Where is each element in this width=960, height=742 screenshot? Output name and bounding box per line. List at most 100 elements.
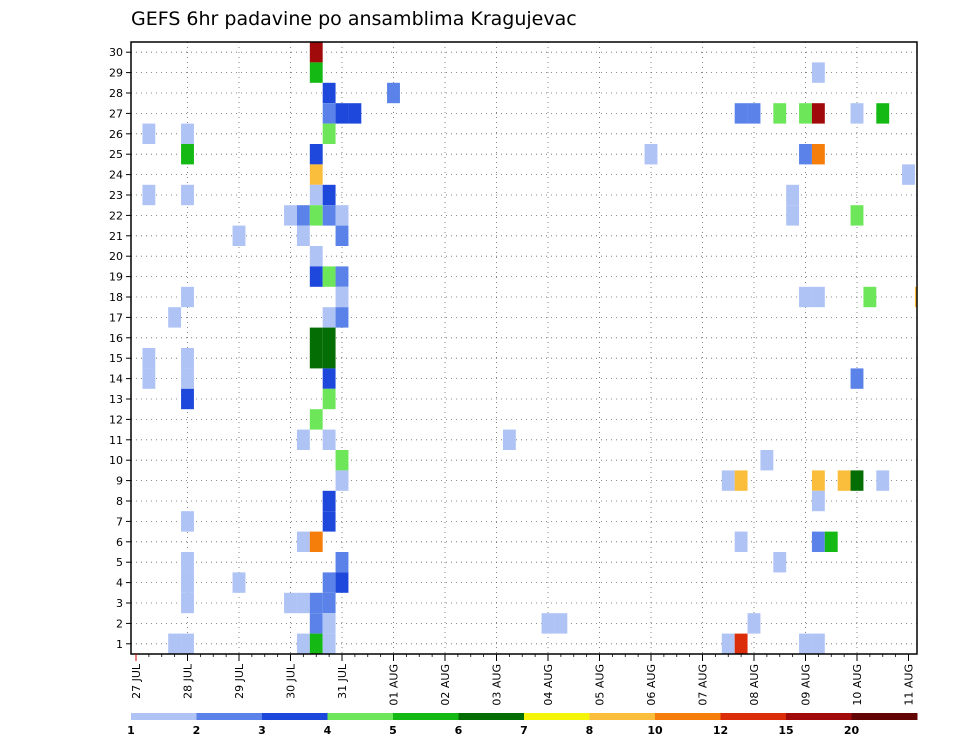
precip-cell (142, 184, 156, 206)
precip-cell (181, 123, 194, 144)
precip-cell (811, 144, 825, 165)
precip-cell (644, 144, 658, 165)
precip-cell (309, 42, 323, 63)
colorbar-legend: 1 2 3 4 5 6 7 8 10 12 15 20 (127, 713, 918, 737)
precip-cell (850, 368, 864, 389)
colorbar-label: 2 (193, 724, 201, 737)
precip-cell (914, 286, 917, 308)
x-tick-label: 11 AUG (903, 664, 916, 706)
precip-cell (309, 531, 323, 552)
precip-cell (322, 490, 336, 512)
precip-cell (786, 184, 800, 206)
y-tick-label: 22 (109, 209, 123, 222)
precip-cell (309, 327, 323, 348)
precip-cell (322, 205, 336, 226)
y-tick-label: 25 (109, 148, 123, 161)
colorbar-swatch (524, 713, 590, 720)
precip-cell (181, 592, 194, 614)
y-tick-label: 26 (109, 128, 123, 141)
x-tick-label: 29 JUL (233, 663, 246, 699)
y-tick-label: 5 (116, 556, 123, 569)
precip-cell (181, 184, 194, 206)
precip-cell (335, 286, 349, 308)
colorbar-label: 8 (586, 724, 594, 737)
y-tick-label: 21 (109, 230, 123, 243)
precip-cell (863, 286, 877, 308)
precip-cell (811, 62, 825, 83)
precip-cell (721, 470, 735, 491)
colorbar-swatch (851, 713, 918, 720)
precip-cell (284, 205, 297, 226)
colorbar-label: 15 (778, 724, 793, 737)
precip-cell (181, 368, 194, 389)
precip-cell (309, 62, 323, 83)
precip-cell (322, 388, 336, 410)
precip-cell (734, 633, 748, 654)
colorbar-swatch (786, 713, 852, 720)
precip-cell (322, 429, 336, 450)
y-tick-label: 3 (116, 597, 123, 610)
precip-cell (296, 531, 310, 552)
y-tick-label: 8 (116, 495, 123, 508)
precip-cell (387, 82, 400, 104)
y-tick-label: 17 (109, 311, 123, 324)
precip-cell (773, 552, 787, 573)
precip-cell (335, 470, 349, 491)
precip-cell (850, 205, 864, 226)
y-tick-label: 24 (109, 169, 123, 182)
precip-cell (181, 286, 194, 308)
precip-cell (747, 613, 761, 634)
precip-cell (232, 225, 246, 246)
colorbar-swatch (393, 713, 459, 720)
precip-cell (232, 572, 246, 593)
plot-frame (130, 41, 918, 655)
y-tick-label: 2 (116, 617, 123, 630)
precip-cell (554, 613, 568, 634)
y-tick-label: 13 (109, 393, 123, 406)
y-tick-label: 6 (116, 536, 123, 549)
y-axis: 1234567891011121314151617181920212223242… (109, 46, 131, 651)
precip-cell (296, 633, 310, 654)
precip-cell (541, 613, 555, 634)
precip-cell (309, 144, 323, 165)
precip-cell (786, 205, 800, 226)
colorbar-swatch (720, 713, 787, 720)
colorbar-label: 5 (389, 724, 397, 737)
precip-cell (734, 470, 748, 491)
precip-cell (322, 103, 336, 124)
precip-cell (181, 511, 194, 532)
y-tick-label: 7 (116, 515, 123, 528)
precip-cell (734, 103, 748, 124)
precip-cell (811, 103, 825, 124)
precip-cell (322, 368, 336, 389)
y-tick-label: 16 (109, 332, 123, 345)
precip-cell (773, 103, 787, 124)
precip-cell (335, 205, 349, 226)
colorbar-label: 7 (520, 724, 528, 737)
colorbar-label: 12 (713, 724, 728, 737)
precip-cell (799, 633, 812, 654)
precip-cell (799, 144, 812, 165)
colorbar-swatch (458, 713, 525, 720)
precip-cell (309, 205, 323, 226)
colorbar-swatch (131, 713, 197, 720)
y-tick-label: 10 (109, 454, 123, 467)
precip-cell (309, 592, 323, 614)
precip-cell (142, 348, 156, 369)
x-tick-label: 27 JUL (130, 663, 143, 699)
y-tick-label: 18 (109, 291, 123, 304)
x-tick-label: 10 AUG (851, 664, 864, 706)
precip-cell (811, 490, 825, 512)
precip-cell (181, 144, 194, 165)
precip-cell (322, 511, 336, 532)
precip-cell (335, 307, 349, 328)
y-tick-label: 4 (116, 577, 123, 590)
precip-cell (502, 429, 516, 450)
precip-cell (142, 123, 156, 144)
x-tick-label: 05 AUG (594, 664, 607, 706)
precip-cell (322, 266, 336, 287)
x-tick-label: 02 AUG (439, 664, 452, 706)
y-tick-label: 29 (109, 67, 123, 80)
precip-cell (734, 531, 748, 552)
